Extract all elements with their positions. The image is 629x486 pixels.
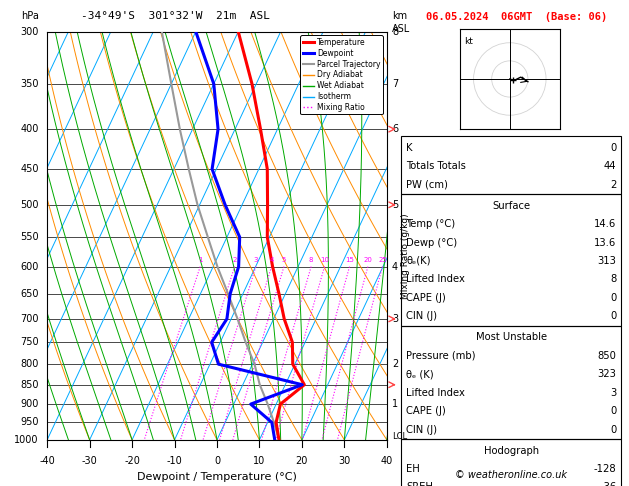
Text: Hodograph: Hodograph <box>484 446 539 455</box>
Text: CAPE (J): CAPE (J) <box>406 406 446 416</box>
Text: 800: 800 <box>20 359 39 369</box>
Text: -30: -30 <box>82 456 97 466</box>
Text: ASL: ASL <box>392 24 410 34</box>
Text: 14.6: 14.6 <box>594 219 616 229</box>
Text: 650: 650 <box>20 289 39 299</box>
Text: 20: 20 <box>296 456 308 466</box>
Text: -20: -20 <box>124 456 140 466</box>
Text: 313: 313 <box>598 256 616 266</box>
Text: 4: 4 <box>392 261 398 272</box>
Text: 2: 2 <box>610 180 616 190</box>
Text: 8: 8 <box>309 258 313 263</box>
Text: PW (cm): PW (cm) <box>406 180 448 190</box>
Text: -36: -36 <box>600 483 616 486</box>
Text: 10: 10 <box>320 258 329 263</box>
Text: 15: 15 <box>345 258 354 263</box>
Text: CIN (J): CIN (J) <box>406 312 437 321</box>
Text: 5: 5 <box>282 258 286 263</box>
Text: 3: 3 <box>392 314 398 324</box>
Text: K: K <box>406 143 413 153</box>
Text: 400: 400 <box>20 124 39 134</box>
Text: CAPE (J): CAPE (J) <box>406 293 446 303</box>
Text: 600: 600 <box>20 261 39 272</box>
Text: 8: 8 <box>610 275 616 284</box>
Text: hPa: hPa <box>21 11 39 21</box>
Text: -34°49'S  301°32'W  21m  ASL: -34°49'S 301°32'W 21m ASL <box>81 11 270 21</box>
Text: 06.05.2024  06GMT  (Base: 06): 06.05.2024 06GMT (Base: 06) <box>426 12 608 22</box>
Text: 20: 20 <box>364 258 372 263</box>
Text: 500: 500 <box>20 200 39 210</box>
Text: -40: -40 <box>39 456 55 466</box>
Text: θₑ(K): θₑ(K) <box>406 256 431 266</box>
Text: Totals Totals: Totals Totals <box>406 161 466 171</box>
Text: 5: 5 <box>392 200 398 210</box>
Text: 7: 7 <box>392 79 398 89</box>
Text: 550: 550 <box>20 232 39 242</box>
Text: 850: 850 <box>20 380 39 390</box>
Text: 0: 0 <box>610 425 616 434</box>
Text: 4: 4 <box>269 258 274 263</box>
Text: -10: -10 <box>167 456 182 466</box>
Text: Mixing Ratio (g/kg): Mixing Ratio (g/kg) <box>401 213 410 299</box>
Text: -128: -128 <box>594 464 616 474</box>
Text: 300: 300 <box>20 27 39 36</box>
Text: 450: 450 <box>20 164 39 174</box>
Text: 900: 900 <box>20 399 39 409</box>
Text: 0: 0 <box>610 406 616 416</box>
Text: 0: 0 <box>610 143 616 153</box>
Text: 40: 40 <box>381 456 393 466</box>
Text: θₑ (K): θₑ (K) <box>406 369 434 379</box>
Text: CIN (J): CIN (J) <box>406 425 437 434</box>
Text: Most Unstable: Most Unstable <box>476 332 547 342</box>
Text: Lifted Index: Lifted Index <box>406 275 465 284</box>
Text: 850: 850 <box>598 351 616 361</box>
Text: 3: 3 <box>610 388 616 398</box>
Text: Surface: Surface <box>493 201 530 210</box>
Text: Temp (°C): Temp (°C) <box>406 219 455 229</box>
Text: 700: 700 <box>20 314 39 324</box>
Text: Lifted Index: Lifted Index <box>406 388 465 398</box>
Text: 6: 6 <box>392 124 398 134</box>
Text: 25: 25 <box>378 258 387 263</box>
Text: Pressure (mb): Pressure (mb) <box>406 351 476 361</box>
Text: 323: 323 <box>598 369 616 379</box>
Text: © weatheronline.co.uk: © weatheronline.co.uk <box>455 470 567 480</box>
Text: 3: 3 <box>253 258 258 263</box>
Text: Dewp (°C): Dewp (°C) <box>406 238 457 247</box>
Text: LCL: LCL <box>392 432 407 441</box>
Text: 950: 950 <box>20 417 39 428</box>
Text: 1: 1 <box>392 399 398 409</box>
Text: 30: 30 <box>338 456 350 466</box>
Text: 13.6: 13.6 <box>594 238 616 247</box>
Text: 750: 750 <box>20 337 39 347</box>
Text: 2: 2 <box>392 359 398 369</box>
Text: 0: 0 <box>610 312 616 321</box>
Text: kt: kt <box>465 37 474 46</box>
Text: 0: 0 <box>214 456 220 466</box>
Text: 10: 10 <box>253 456 265 466</box>
Text: 44: 44 <box>604 161 616 171</box>
Text: 350: 350 <box>20 79 39 89</box>
Text: km: km <box>392 11 407 21</box>
Text: SREH: SREH <box>406 483 433 486</box>
Text: EH: EH <box>406 464 420 474</box>
Text: 0: 0 <box>610 293 616 303</box>
Text: 1: 1 <box>198 258 203 263</box>
Text: Dewpoint / Temperature (°C): Dewpoint / Temperature (°C) <box>137 472 297 483</box>
Text: 2: 2 <box>232 258 237 263</box>
Text: 1000: 1000 <box>14 435 39 445</box>
Text: 8: 8 <box>392 27 398 36</box>
Legend: Temperature, Dewpoint, Parcel Trajectory, Dry Adiabat, Wet Adiabat, Isotherm, Mi: Temperature, Dewpoint, Parcel Trajectory… <box>301 35 383 114</box>
